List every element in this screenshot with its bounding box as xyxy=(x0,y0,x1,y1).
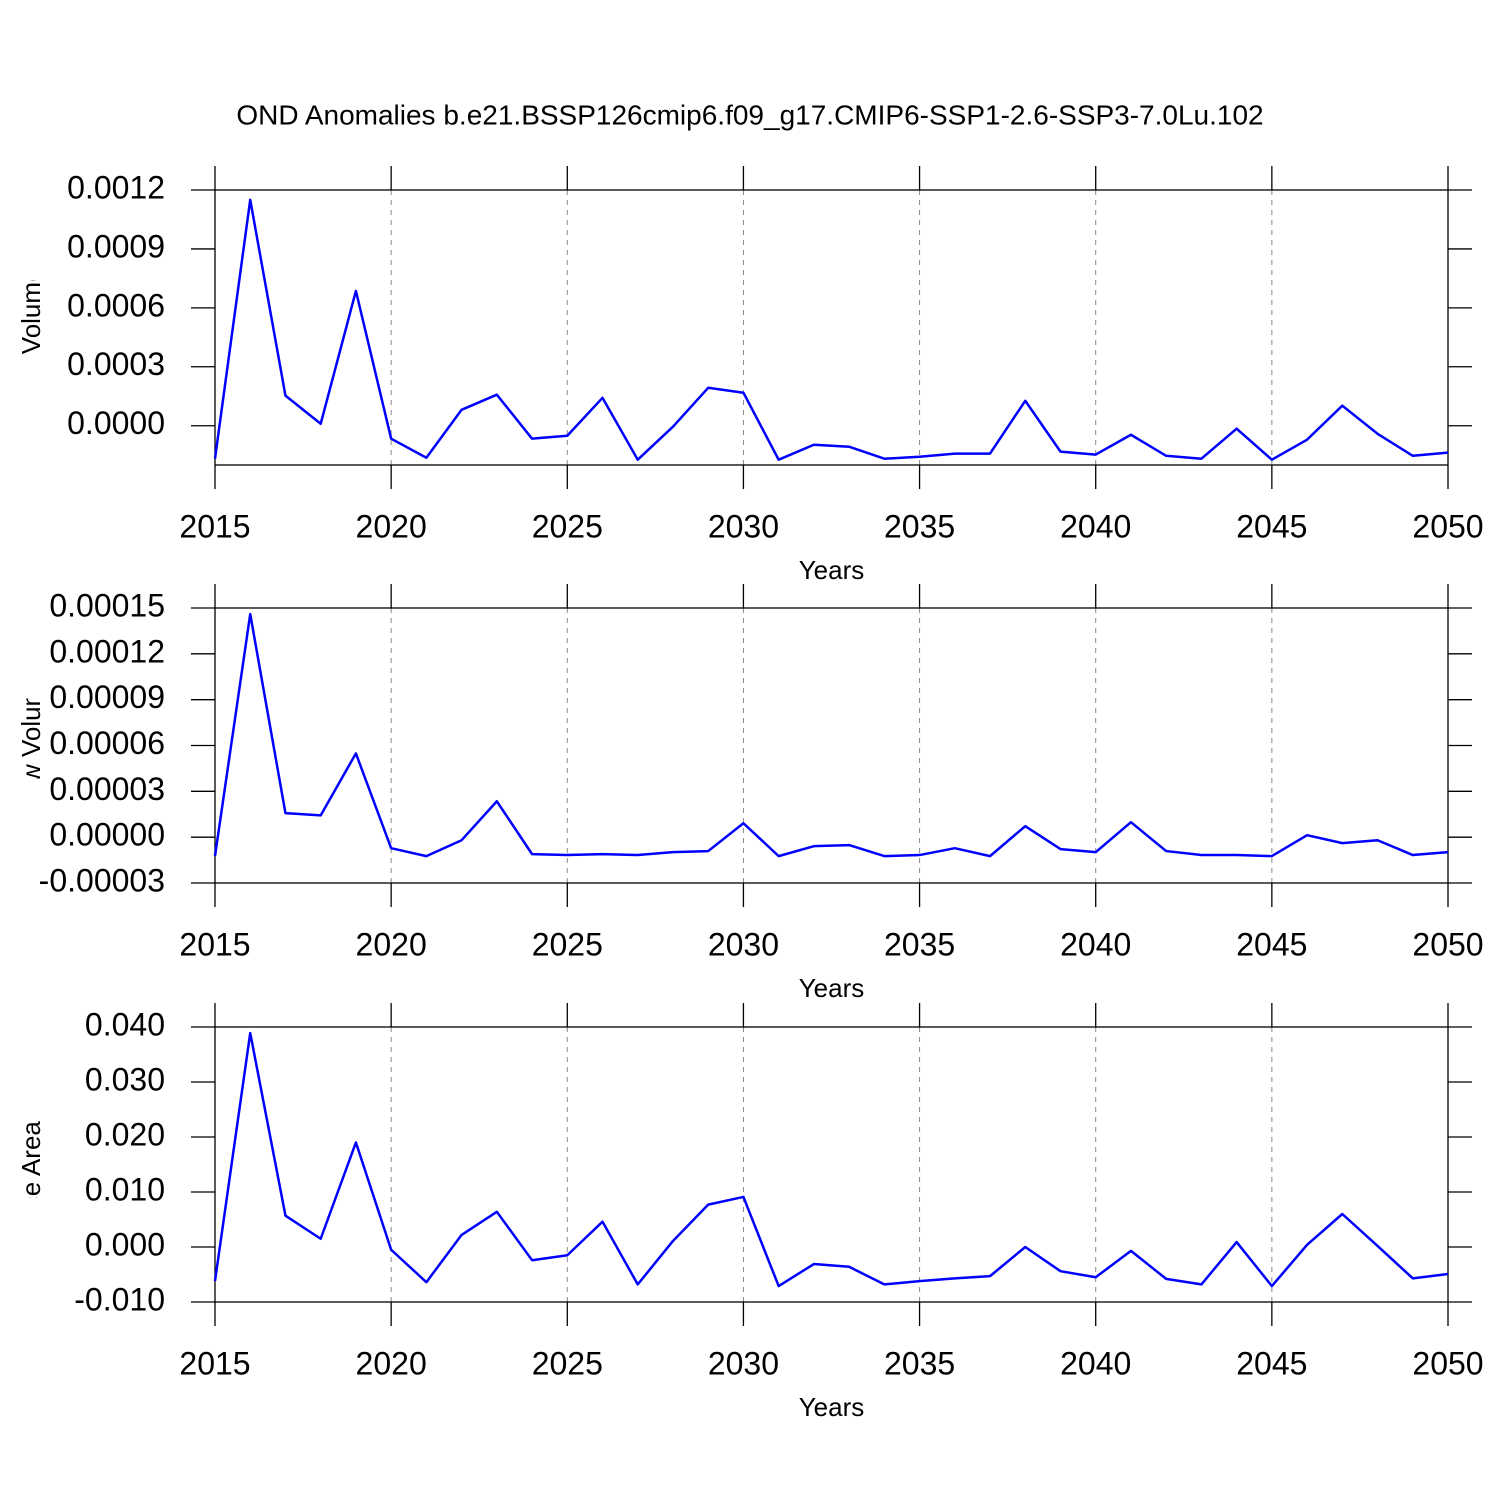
x-tick-label: 2035 xyxy=(884,508,955,544)
y-tick-label: 0.00012 xyxy=(49,633,165,669)
data-line xyxy=(213,1031,1449,1288)
x-axis-label: Years xyxy=(799,555,865,585)
y-axis-label: Bering Ice Area 10¹² m² xyxy=(16,1030,46,1299)
x-tick-label: 2050 xyxy=(1412,926,1483,962)
y-tick-label: 0.00006 xyxy=(49,725,165,761)
chart-title: OND Anomalies b.e21.BSSP126cmip6.f09_g17… xyxy=(236,99,1263,130)
x-tick-label: 2030 xyxy=(708,1345,779,1381)
x-tick-label: 2015 xyxy=(179,926,250,962)
y-tick-label: 0.0006 xyxy=(67,287,165,323)
x-tick-label: 2020 xyxy=(356,1345,427,1381)
x-tick-label: 2045 xyxy=(1236,1345,1307,1381)
y-tick-label: 0.00000 xyxy=(49,817,165,853)
panel: 2015 2020 2025 2030 2035 2040 2045 2050 0.00015 0… xyxy=(16,579,1484,1003)
x-tick-label: 2015 xyxy=(179,1345,250,1381)
panel: OND Anomalies b.e21.BSSP126cmip6.f09_g17… xyxy=(16,99,1484,584)
y-tick-label: 0.020 xyxy=(85,1116,165,1152)
panel: 2015 2020 2025 2030 2035 2040 2045 2050 0.040 0.0… xyxy=(16,1003,1484,1422)
y-tick-label: 0.00003 xyxy=(49,771,165,807)
x-tick-label: 2040 xyxy=(1060,508,1131,544)
x-tick-label: 2040 xyxy=(1060,1345,1131,1381)
y-tick-label: 0.0012 xyxy=(67,169,165,205)
y-tick-label: 0.000 xyxy=(85,1226,165,1262)
y-tick-label: 0.00009 xyxy=(49,679,165,715)
y-tick-label: -0.00003 xyxy=(39,862,165,898)
y-tick-label: 0.030 xyxy=(85,1061,165,1097)
x-tick-label: 2035 xyxy=(884,1345,955,1381)
x-tick-label: 2025 xyxy=(532,926,603,962)
y-tick-label: 0.0003 xyxy=(67,346,165,382)
y-tick-label: 0.00015 xyxy=(49,587,165,623)
data-line xyxy=(213,612,1449,858)
x-tick-label: 2050 xyxy=(1412,508,1483,544)
x-tick-label: 2030 xyxy=(708,508,779,544)
y-axis-label: Bering Snow Volume 10¹³ m³ xyxy=(16,579,46,912)
plot-frame xyxy=(214,189,1449,466)
x-tick-label: 2045 xyxy=(1236,926,1307,962)
y-tick-label: 0.0009 xyxy=(67,228,165,264)
x-tick-label: 2050 xyxy=(1412,1345,1483,1381)
x-tick-label: 2015 xyxy=(179,508,250,544)
x-tick-label: 2030 xyxy=(708,926,779,962)
plot-frame xyxy=(214,607,1449,884)
data-line xyxy=(213,198,1449,461)
x-axis-label: Years xyxy=(799,973,865,1003)
y-axis-label: Bering Ice Volume 10¹³ m³ xyxy=(16,176,46,478)
y-tick-label: -0.010 xyxy=(74,1281,165,1317)
x-tick-label: 2020 xyxy=(356,508,427,544)
x-tick-label: 2040 xyxy=(1060,926,1131,962)
x-tick-label: 2045 xyxy=(1236,508,1307,544)
x-tick-label: 2025 xyxy=(532,508,603,544)
y-tick-label: 0.0000 xyxy=(67,405,165,441)
x-tick-label: 2020 xyxy=(356,926,427,962)
x-tick-label: 2035 xyxy=(884,926,955,962)
x-axis-label: Years xyxy=(799,1392,865,1422)
x-tick-label: 2025 xyxy=(532,1345,603,1381)
y-tick-label: 0.010 xyxy=(85,1171,165,1207)
plot-frame xyxy=(214,1026,1449,1303)
y-tick-label: 0.040 xyxy=(85,1006,165,1042)
